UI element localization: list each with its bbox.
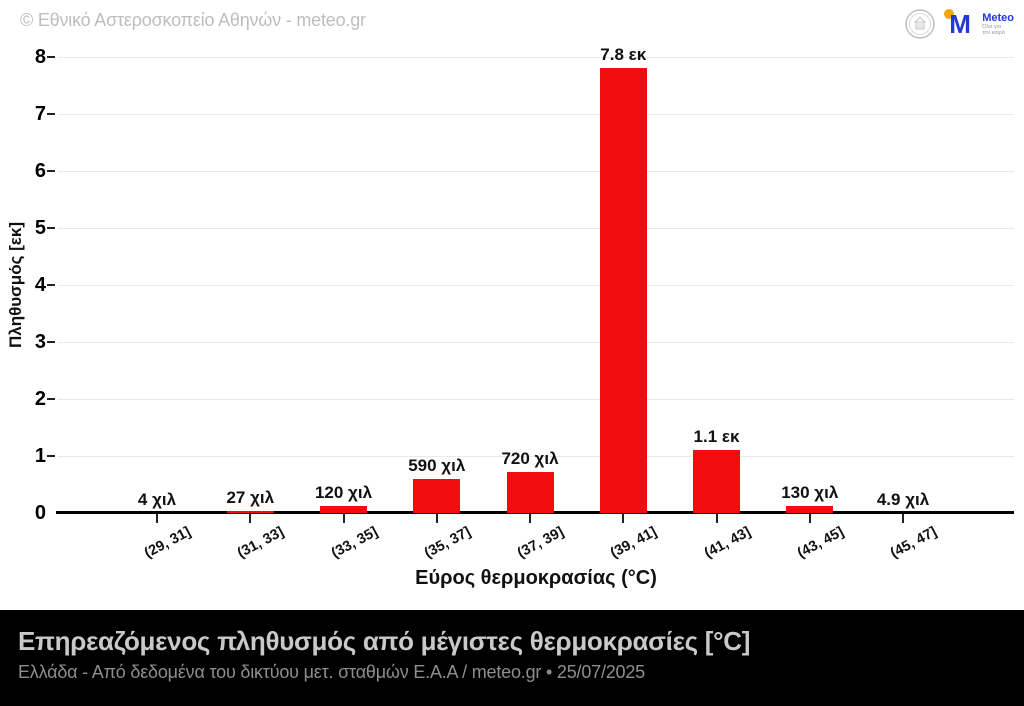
x-tick-label: (33, 35] (328, 524, 381, 562)
bar-value-label: 1.1 εκ (693, 427, 740, 446)
meteo-logo-name: Meteo (982, 12, 1014, 24)
gridline (58, 113, 1014, 115)
x-tick-label: (29, 31] (141, 524, 194, 562)
meteo-logo-textblock: Meteo Όλα για τον καιρό (982, 12, 1014, 36)
gridline (58, 56, 1014, 58)
y-tick-label: 7 (34, 103, 46, 125)
bar-value-label: 130 χιλ (781, 483, 839, 502)
x-tick-label: (37, 39] (514, 524, 567, 562)
x-tick-mark (156, 514, 158, 523)
x-tick-mark (715, 514, 718, 523)
meteo-logo-m-icon: M (949, 9, 971, 39)
gridline (58, 455, 1014, 457)
x-tick-mark (902, 514, 904, 523)
bar-value-label: 7.8 εκ (600, 45, 647, 64)
y-tick-mark (47, 284, 55, 286)
y-tick-mark (47, 455, 55, 457)
logo-group: M Meteo Όλα για τον καιρό (904, 6, 1014, 42)
bar (599, 68, 647, 513)
y-tick-label: 4 (34, 274, 46, 296)
y-tick-label: 8 (34, 46, 46, 68)
y-tick-mark (47, 170, 55, 172)
y-tick-mark (47, 398, 55, 400)
y-tick-label: 0 (34, 502, 46, 524)
x-tick-mark (435, 514, 438, 523)
bar (693, 450, 740, 513)
bar-value-label: 590 χιλ (408, 456, 466, 475)
y-tick-label: 2 (34, 388, 46, 410)
observatory-seal-icon (905, 9, 935, 39)
y-tick-mark (47, 56, 55, 58)
x-tick-mark (808, 514, 811, 523)
y-tick-label: 1 (34, 445, 46, 467)
x-tick-label: (31, 33] (235, 524, 287, 562)
bar-value-label: 27 χιλ (226, 488, 275, 507)
bar (320, 506, 367, 513)
y-tick-mark (47, 113, 55, 115)
y-tick-label: 6 (34, 160, 46, 182)
x-tick-label: (45, 47] (887, 524, 940, 562)
x-tick-label: (39, 41] (608, 524, 660, 562)
meteo-logo-tagline-line1: Όλα για (982, 24, 1002, 30)
x-tick-label: (43, 45] (794, 524, 847, 562)
gridline (58, 341, 1014, 343)
gridline (58, 227, 1014, 229)
gridline (58, 170, 1014, 172)
footer-band: Επηρεαζόμενος πληθυσμός από μέγιστες θερ… (0, 610, 1024, 706)
gridline (58, 398, 1014, 400)
chart-title: Επηρεαζόμενος πληθυσμός από μέγιστες θερ… (18, 626, 751, 656)
y-tick-mark (47, 227, 55, 229)
bar (786, 506, 834, 513)
y-tick-label: 5 (34, 217, 46, 239)
x-tick-label: (41, 43] (701, 524, 754, 562)
bar (413, 479, 461, 513)
bar (226, 511, 274, 513)
x-axis-title: Εύρος θερμοκρασίας (°C) (415, 567, 657, 589)
y-tick-label: 3 (34, 331, 46, 353)
x-tick-mark (529, 514, 531, 523)
x-tick-mark (622, 514, 625, 523)
copyright-watermark: © Εθνικό Αστεροσκοπείο Αθηνών - meteo.gr (20, 10, 366, 30)
bar-value-label: 4.9 χιλ (876, 490, 930, 509)
meteo-logo-tagline-line2: τον καιρό (982, 30, 1005, 36)
meteo-logo: M Meteo Όλα για τον καιρό (944, 7, 1014, 41)
x-tick-label: (35, 37] (421, 524, 474, 562)
x-tick-mark (249, 514, 252, 523)
chart-subtitle: Ελλάδα - Από δεδομένα του δικτύου μετ. σ… (18, 662, 645, 682)
meteo-logo-dot-icon (944, 9, 955, 19)
meteo-logo-mark: M (944, 7, 982, 41)
bar-value-label: 4 χιλ (137, 490, 177, 509)
bar-value-label: 120 χιλ (314, 483, 373, 502)
y-tick-mark (47, 341, 55, 343)
x-tick-mark (342, 514, 345, 523)
bar (506, 472, 554, 513)
gridline (58, 284, 1014, 286)
bar-value-label: 720 χιλ (501, 449, 559, 468)
